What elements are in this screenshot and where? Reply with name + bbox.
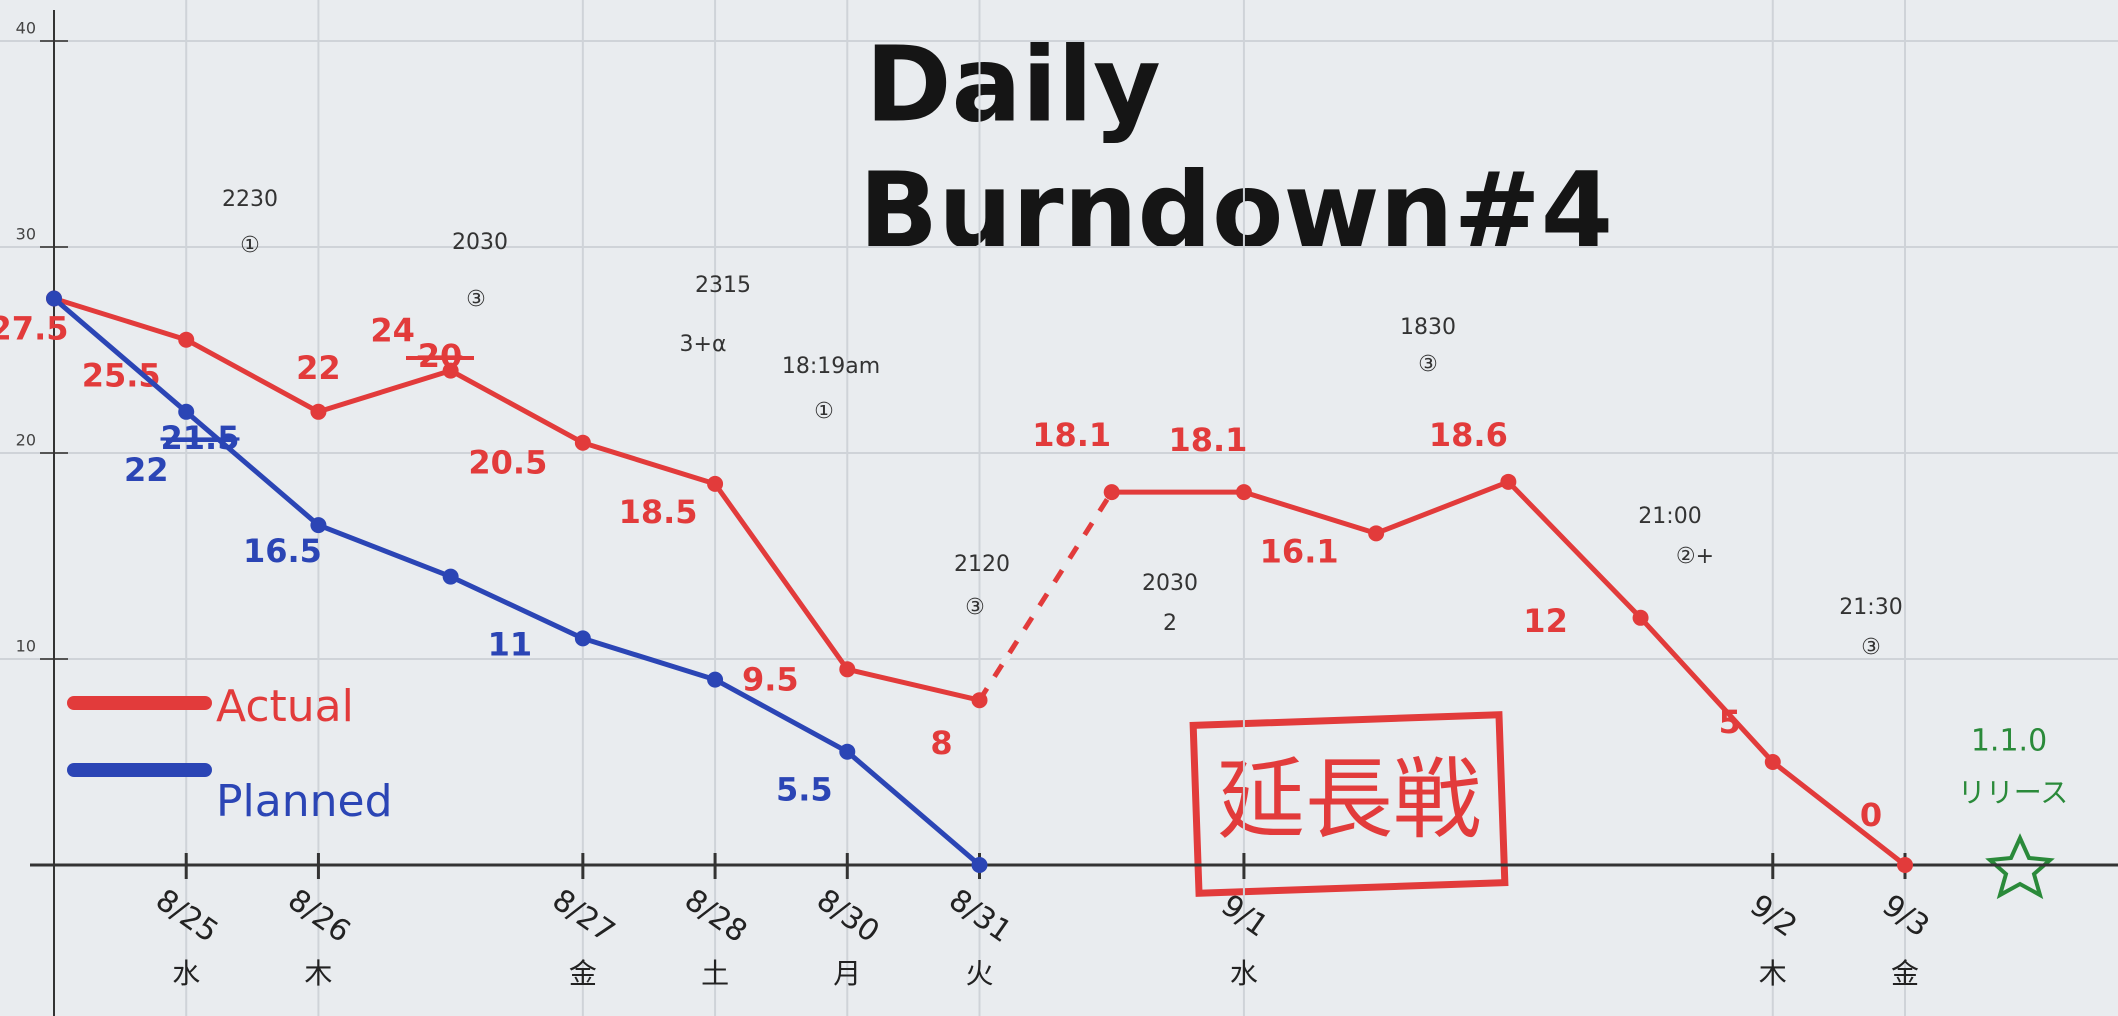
- value-label: 8: [930, 724, 952, 762]
- data-point: [443, 363, 459, 379]
- time-note: 21:30: [1839, 595, 1902, 620]
- data-point: [1500, 474, 1516, 490]
- time-note: 2315: [695, 273, 751, 298]
- value-label: 25.5: [82, 357, 161, 395]
- data-point: [707, 476, 723, 492]
- release-version: 1.1.0: [1971, 724, 2047, 759]
- release-label: リリース: [1958, 776, 2069, 809]
- time-note: 2120: [954, 552, 1010, 577]
- weekday-label: 金: [1891, 957, 1919, 990]
- value-label: 16.1: [1260, 532, 1339, 570]
- y-tick-label: 30: [16, 225, 36, 244]
- data-point: [1236, 484, 1252, 500]
- data-point: [1633, 610, 1649, 626]
- value-label: 22: [124, 451, 169, 489]
- time-note: ③: [1861, 635, 1881, 660]
- weekday-label: 月: [833, 957, 861, 990]
- data-point: [575, 435, 591, 451]
- value-label: 18.1: [1168, 421, 1247, 459]
- data-point: [178, 332, 194, 348]
- value-label: 24: [370, 312, 415, 350]
- data-point: [575, 630, 591, 646]
- data-point: [972, 857, 988, 873]
- weekday-label: 木: [1759, 957, 1787, 990]
- value-label: 27.5: [0, 310, 68, 348]
- time-note: 1830: [1400, 315, 1456, 340]
- value-label: 18.6: [1429, 416, 1508, 454]
- data-point: [839, 661, 855, 677]
- data-point: [707, 672, 723, 688]
- data-point: [1765, 754, 1781, 770]
- legend-label: Actual: [216, 681, 354, 732]
- time-note: 2030: [1142, 571, 1198, 596]
- chart-title: Burndown#4: [859, 149, 1613, 271]
- value-label: 12: [1523, 602, 1568, 640]
- time-note: ③: [965, 595, 985, 620]
- weekday-label: 水: [172, 957, 200, 990]
- value-label: 5: [1719, 703, 1741, 741]
- value-label: 18.5: [619, 493, 698, 531]
- value-label: 5.5: [776, 771, 833, 809]
- weekday-label: 木: [304, 957, 332, 990]
- weekday-label: 土: [701, 957, 729, 990]
- legend-label: Planned: [216, 776, 393, 827]
- weekday-label: 水: [1230, 957, 1258, 990]
- data-point: [310, 517, 326, 533]
- weekday-label: 火: [965, 957, 993, 990]
- time-note: 2: [1163, 611, 1177, 636]
- stamp: 延長戦: [1217, 748, 1481, 851]
- value-label: 16.5: [243, 532, 322, 570]
- time-note: ①: [240, 233, 260, 258]
- time-note: 2230: [222, 187, 278, 212]
- value-label: 18.1: [1032, 416, 1111, 454]
- value-label: 11: [488, 625, 533, 663]
- data-point: [1104, 484, 1120, 500]
- y-tick-label: 40: [16, 19, 36, 38]
- chart: Daily Burndown#4 延長戦 1.1.0 リリース 10203040…: [0, 0, 2118, 1016]
- data-point: [1368, 525, 1384, 541]
- value-label: 0: [1860, 796, 1882, 834]
- time-note: ③: [1418, 352, 1438, 377]
- data-point: [310, 404, 326, 420]
- time-note: ③: [466, 287, 486, 312]
- value-label: 22: [296, 349, 341, 387]
- data-point: [1897, 857, 1913, 873]
- y-tick-label: 20: [16, 431, 36, 450]
- time-note: 3+α: [680, 332, 727, 357]
- data-point: [443, 569, 459, 585]
- data-point: [46, 291, 62, 307]
- value-label: 9.5: [742, 660, 799, 698]
- weekday-label: 金: [569, 957, 597, 990]
- data-point: [839, 744, 855, 760]
- y-tick-label: 10: [16, 637, 36, 656]
- time-note: 21:00: [1638, 504, 1701, 529]
- data-point: [178, 404, 194, 420]
- time-note: 18:19am: [782, 354, 880, 379]
- value-label: 20.5: [468, 444, 547, 482]
- time-note: ②+: [1676, 544, 1714, 569]
- time-note: 2030: [452, 230, 508, 255]
- data-point: [972, 692, 988, 708]
- time-note: ①: [814, 399, 834, 424]
